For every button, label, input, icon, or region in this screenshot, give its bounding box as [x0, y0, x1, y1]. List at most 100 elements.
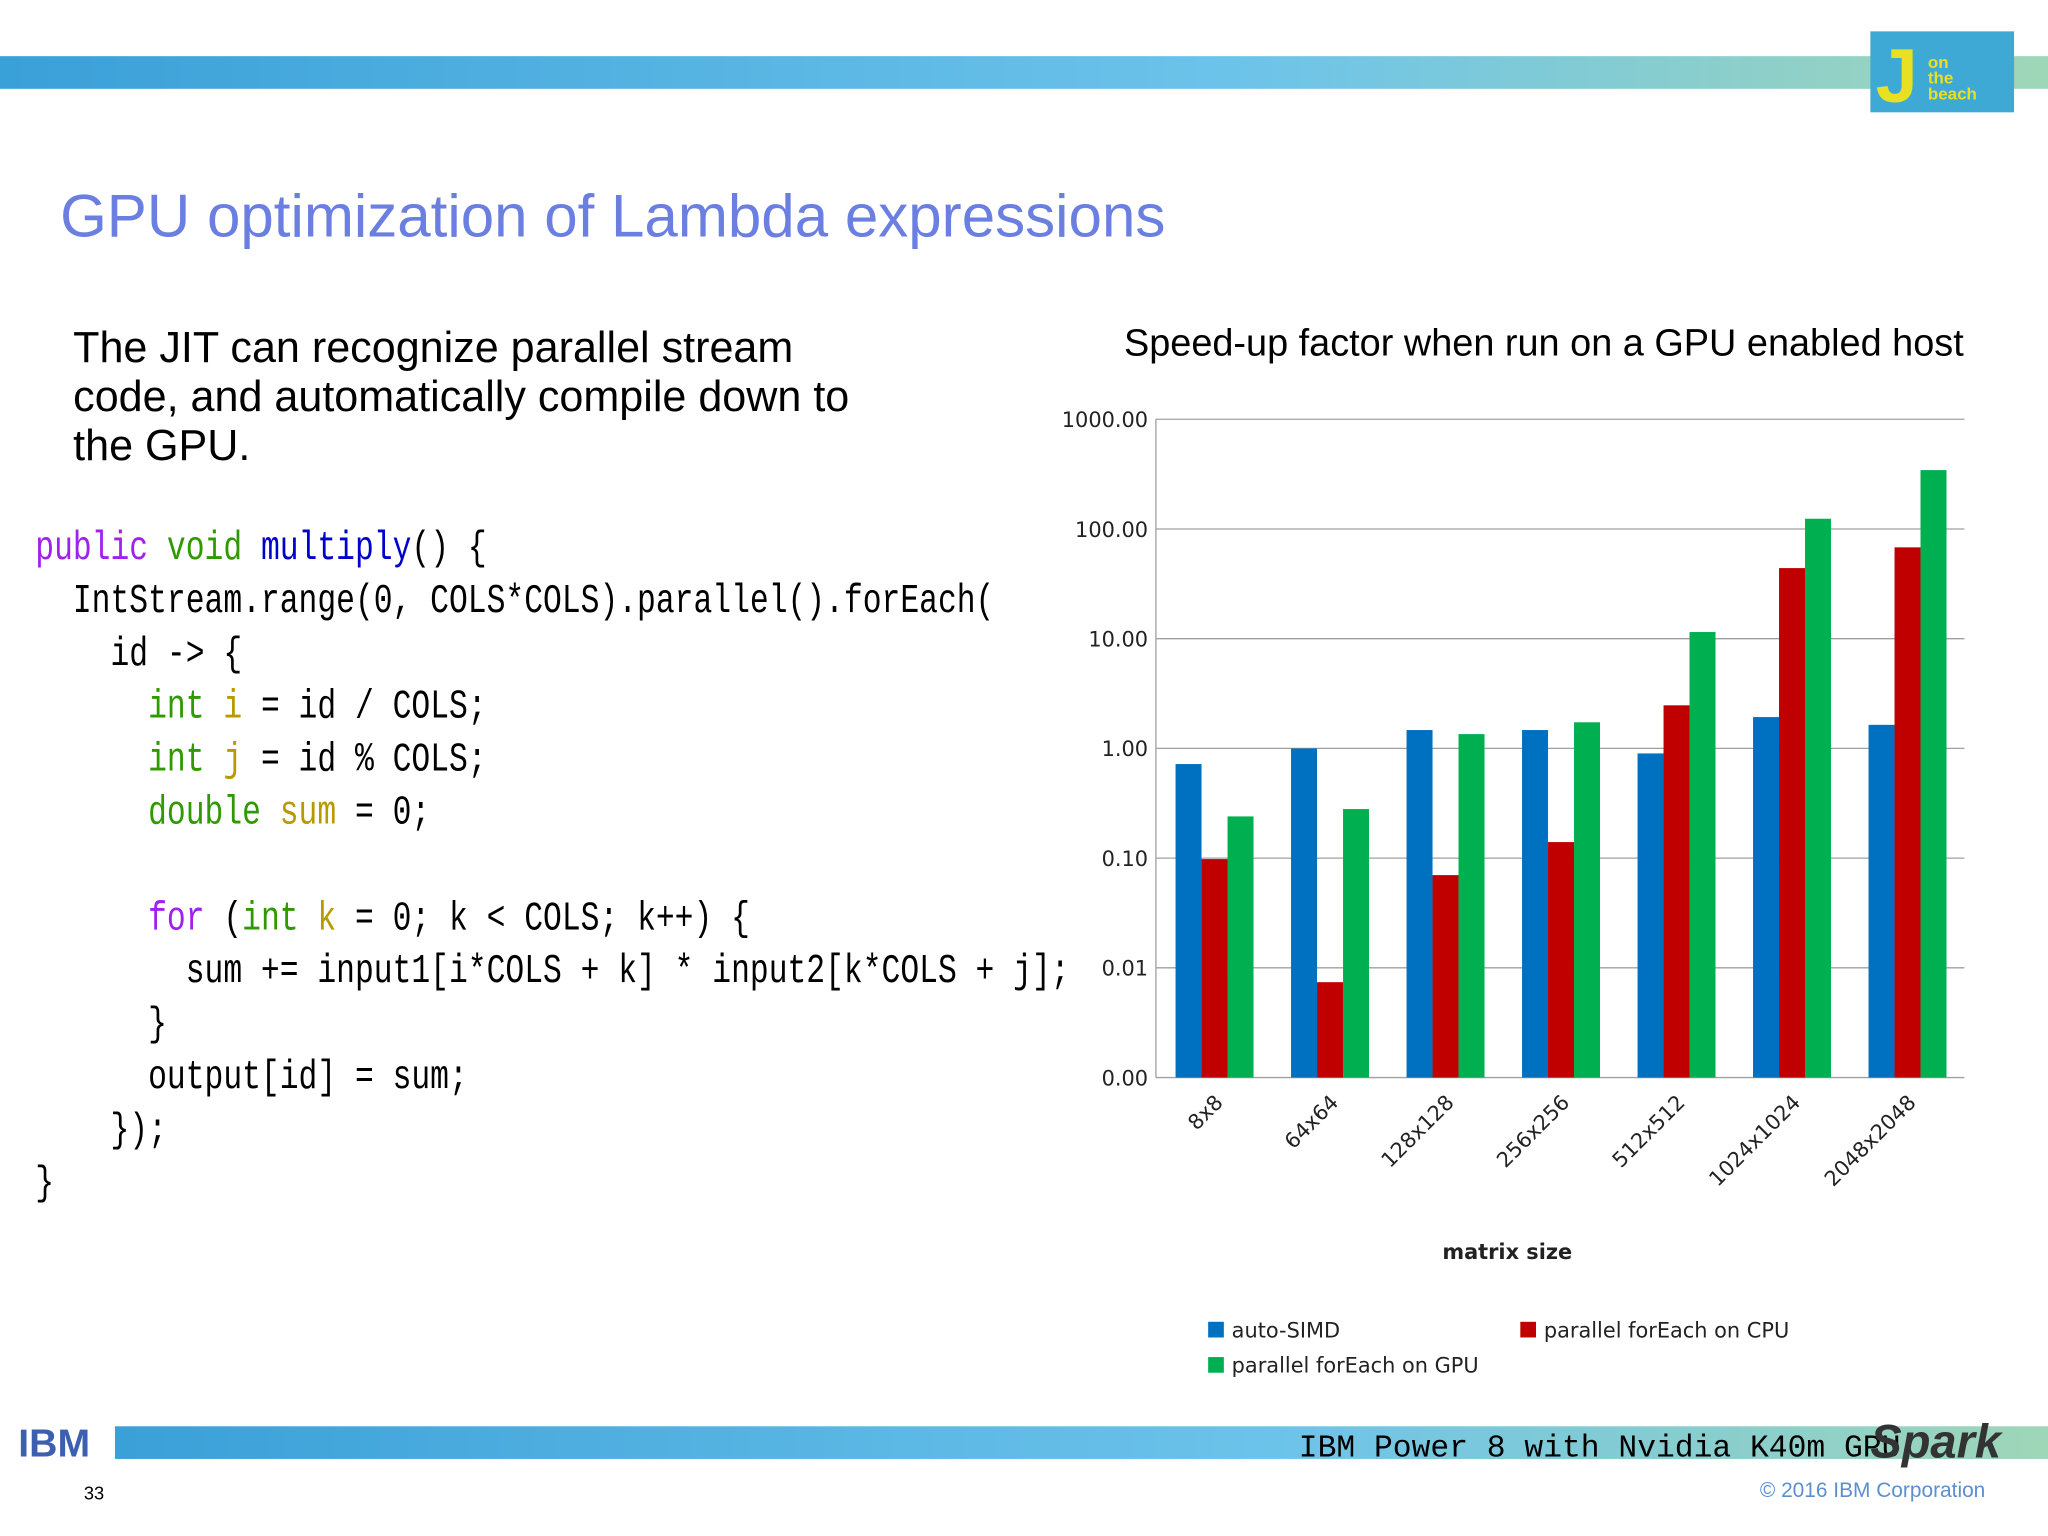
bar: [1548, 842, 1575, 1078]
page-number: 33: [84, 1482, 104, 1503]
code-token: double: [35, 790, 261, 836]
bottom-band: [114, 1426, 2048, 1459]
event-logo-bg: [1870, 31, 2015, 113]
code-token: sum: [280, 790, 336, 836]
code-line: id -> {: [35, 631, 242, 677]
bar: [1291, 748, 1318, 1078]
body-line: code, and automatically compile down to: [73, 373, 849, 421]
x-tick-label: 64x64: [1280, 1090, 1343, 1153]
legend-label: parallel forEach on CPU: [1544, 1318, 1789, 1342]
x-tick-label: 256x256: [1492, 1090, 1574, 1172]
code-token: [261, 790, 280, 836]
footer-text: IBM Power 8 with Nvidia K40m GPU: [1299, 1431, 1901, 1466]
bar: [1343, 809, 1370, 1078]
code-line: int j = id % COLS;: [35, 737, 486, 783]
y-tick-label: 0.10: [1102, 847, 1148, 871]
code-line: IntStream.range(0, COLS*COLS).parallel()…: [35, 578, 994, 624]
body-line: The JIT can recognize parallel stream: [73, 324, 793, 372]
code-token: for: [35, 896, 204, 942]
code-line: int i = id / COLS;: [35, 684, 486, 730]
y-tick-label: 1000.00: [1062, 408, 1148, 432]
bar: [1637, 753, 1664, 1078]
code-token: void: [167, 525, 242, 571]
legend-swatch: [1520, 1321, 1536, 1338]
bar: [1522, 730, 1549, 1078]
code-line: for (int k = 0; k < COLS; k++) {: [35, 896, 750, 942]
code-token: k: [317, 896, 336, 942]
y-tick-label: 0.00: [1102, 1066, 1148, 1090]
code-token: int: [35, 737, 204, 783]
bar: [1406, 730, 1433, 1078]
x-tick-label: 128x128: [1377, 1090, 1459, 1172]
code-token: int: [35, 684, 204, 730]
bar: [1574, 722, 1601, 1078]
x-tick-label: 8x8: [1183, 1090, 1227, 1134]
code-token: (: [205, 896, 243, 942]
code-token: [205, 684, 224, 730]
code-token: id -> {: [35, 631, 242, 677]
bar: [1458, 734, 1485, 1078]
event-logo-text: on: [1928, 53, 1949, 72]
code-token: = id / COLS;: [242, 684, 486, 730]
code-line: double sum = 0;: [35, 790, 430, 836]
code-token: [205, 737, 224, 783]
code-token: = 0;: [336, 790, 430, 836]
y-tick-label: 100.00: [1075, 518, 1148, 542]
event-logo-j: J: [1876, 34, 1918, 119]
legend-label: auto-SIMD: [1232, 1318, 1340, 1342]
copyright: © 2016 IBM Corporation: [1760, 1479, 1985, 1502]
code-token: public: [35, 525, 148, 571]
slide-title: GPU optimization of Lambda expressions: [60, 182, 1165, 249]
chart-title: Speed-up factor when run on a GPU enable…: [1124, 322, 1964, 364]
code-token: = 0; k < COLS; k++) {: [336, 896, 750, 942]
bar: [1868, 724, 1895, 1078]
code-token: [148, 525, 167, 571]
code-token: sum += input1[i*COLS + k] * input2[k*COL…: [35, 949, 1069, 995]
code-line: });: [35, 1107, 167, 1153]
bar: [1201, 859, 1228, 1078]
code-line: }: [35, 1001, 167, 1047]
y-tick-label: 0.01: [1102, 957, 1148, 981]
x-tick-label: 1024x1024: [1704, 1090, 1805, 1191]
bar: [1920, 470, 1947, 1078]
code-token: });: [35, 1107, 167, 1153]
x-axis-title: matrix size: [1442, 1240, 1572, 1264]
code-token: }: [35, 1001, 167, 1047]
bar: [1227, 816, 1254, 1078]
y-tick-label: 10.00: [1088, 628, 1148, 652]
x-tick-label: 2048x2048: [1820, 1090, 1921, 1191]
code-token: = id % COLS;: [242, 737, 486, 783]
code-token: output[id] = sum;: [35, 1054, 468, 1100]
code-line: }: [35, 1160, 54, 1206]
legend-swatch: [1208, 1321, 1224, 1338]
bar: [1317, 982, 1344, 1078]
bar: [1689, 632, 1716, 1078]
y-tick-label: 1.00: [1102, 737, 1148, 761]
legend-swatch: [1208, 1357, 1224, 1373]
code-token: int: [242, 896, 298, 942]
bar: [1894, 547, 1921, 1078]
code-token: IntStream.range(0, COLS*COLS).parallel()…: [35, 578, 994, 624]
body-line: the GPU.: [73, 422, 250, 470]
legend-label: parallel forEach on GPU: [1232, 1354, 1479, 1378]
code-token: () {: [411, 525, 486, 571]
x-tick-label: 512x512: [1608, 1090, 1690, 1172]
code-line: sum += input1[i*COLS + k] * input2[k*COL…: [35, 949, 1069, 995]
bar: [1805, 518, 1832, 1078]
spark-logo: Spark: [1870, 1415, 2004, 1468]
code-line: output[id] = sum;: [35, 1054, 468, 1100]
bar: [1175, 764, 1202, 1078]
code-token: [299, 896, 318, 942]
ibm-logo: IBM: [18, 1422, 90, 1465]
body-text: The JIT can recognize parallel streamcod…: [73, 324, 849, 470]
bar: [1663, 705, 1690, 1078]
bar: [1779, 568, 1806, 1078]
code-token: i: [223, 684, 242, 730]
code-token: [242, 525, 261, 571]
top-band: [0, 56, 2048, 89]
event-logo-text: the: [1928, 69, 1953, 88]
bar: [1432, 875, 1459, 1078]
code-token: }: [35, 1160, 54, 1206]
